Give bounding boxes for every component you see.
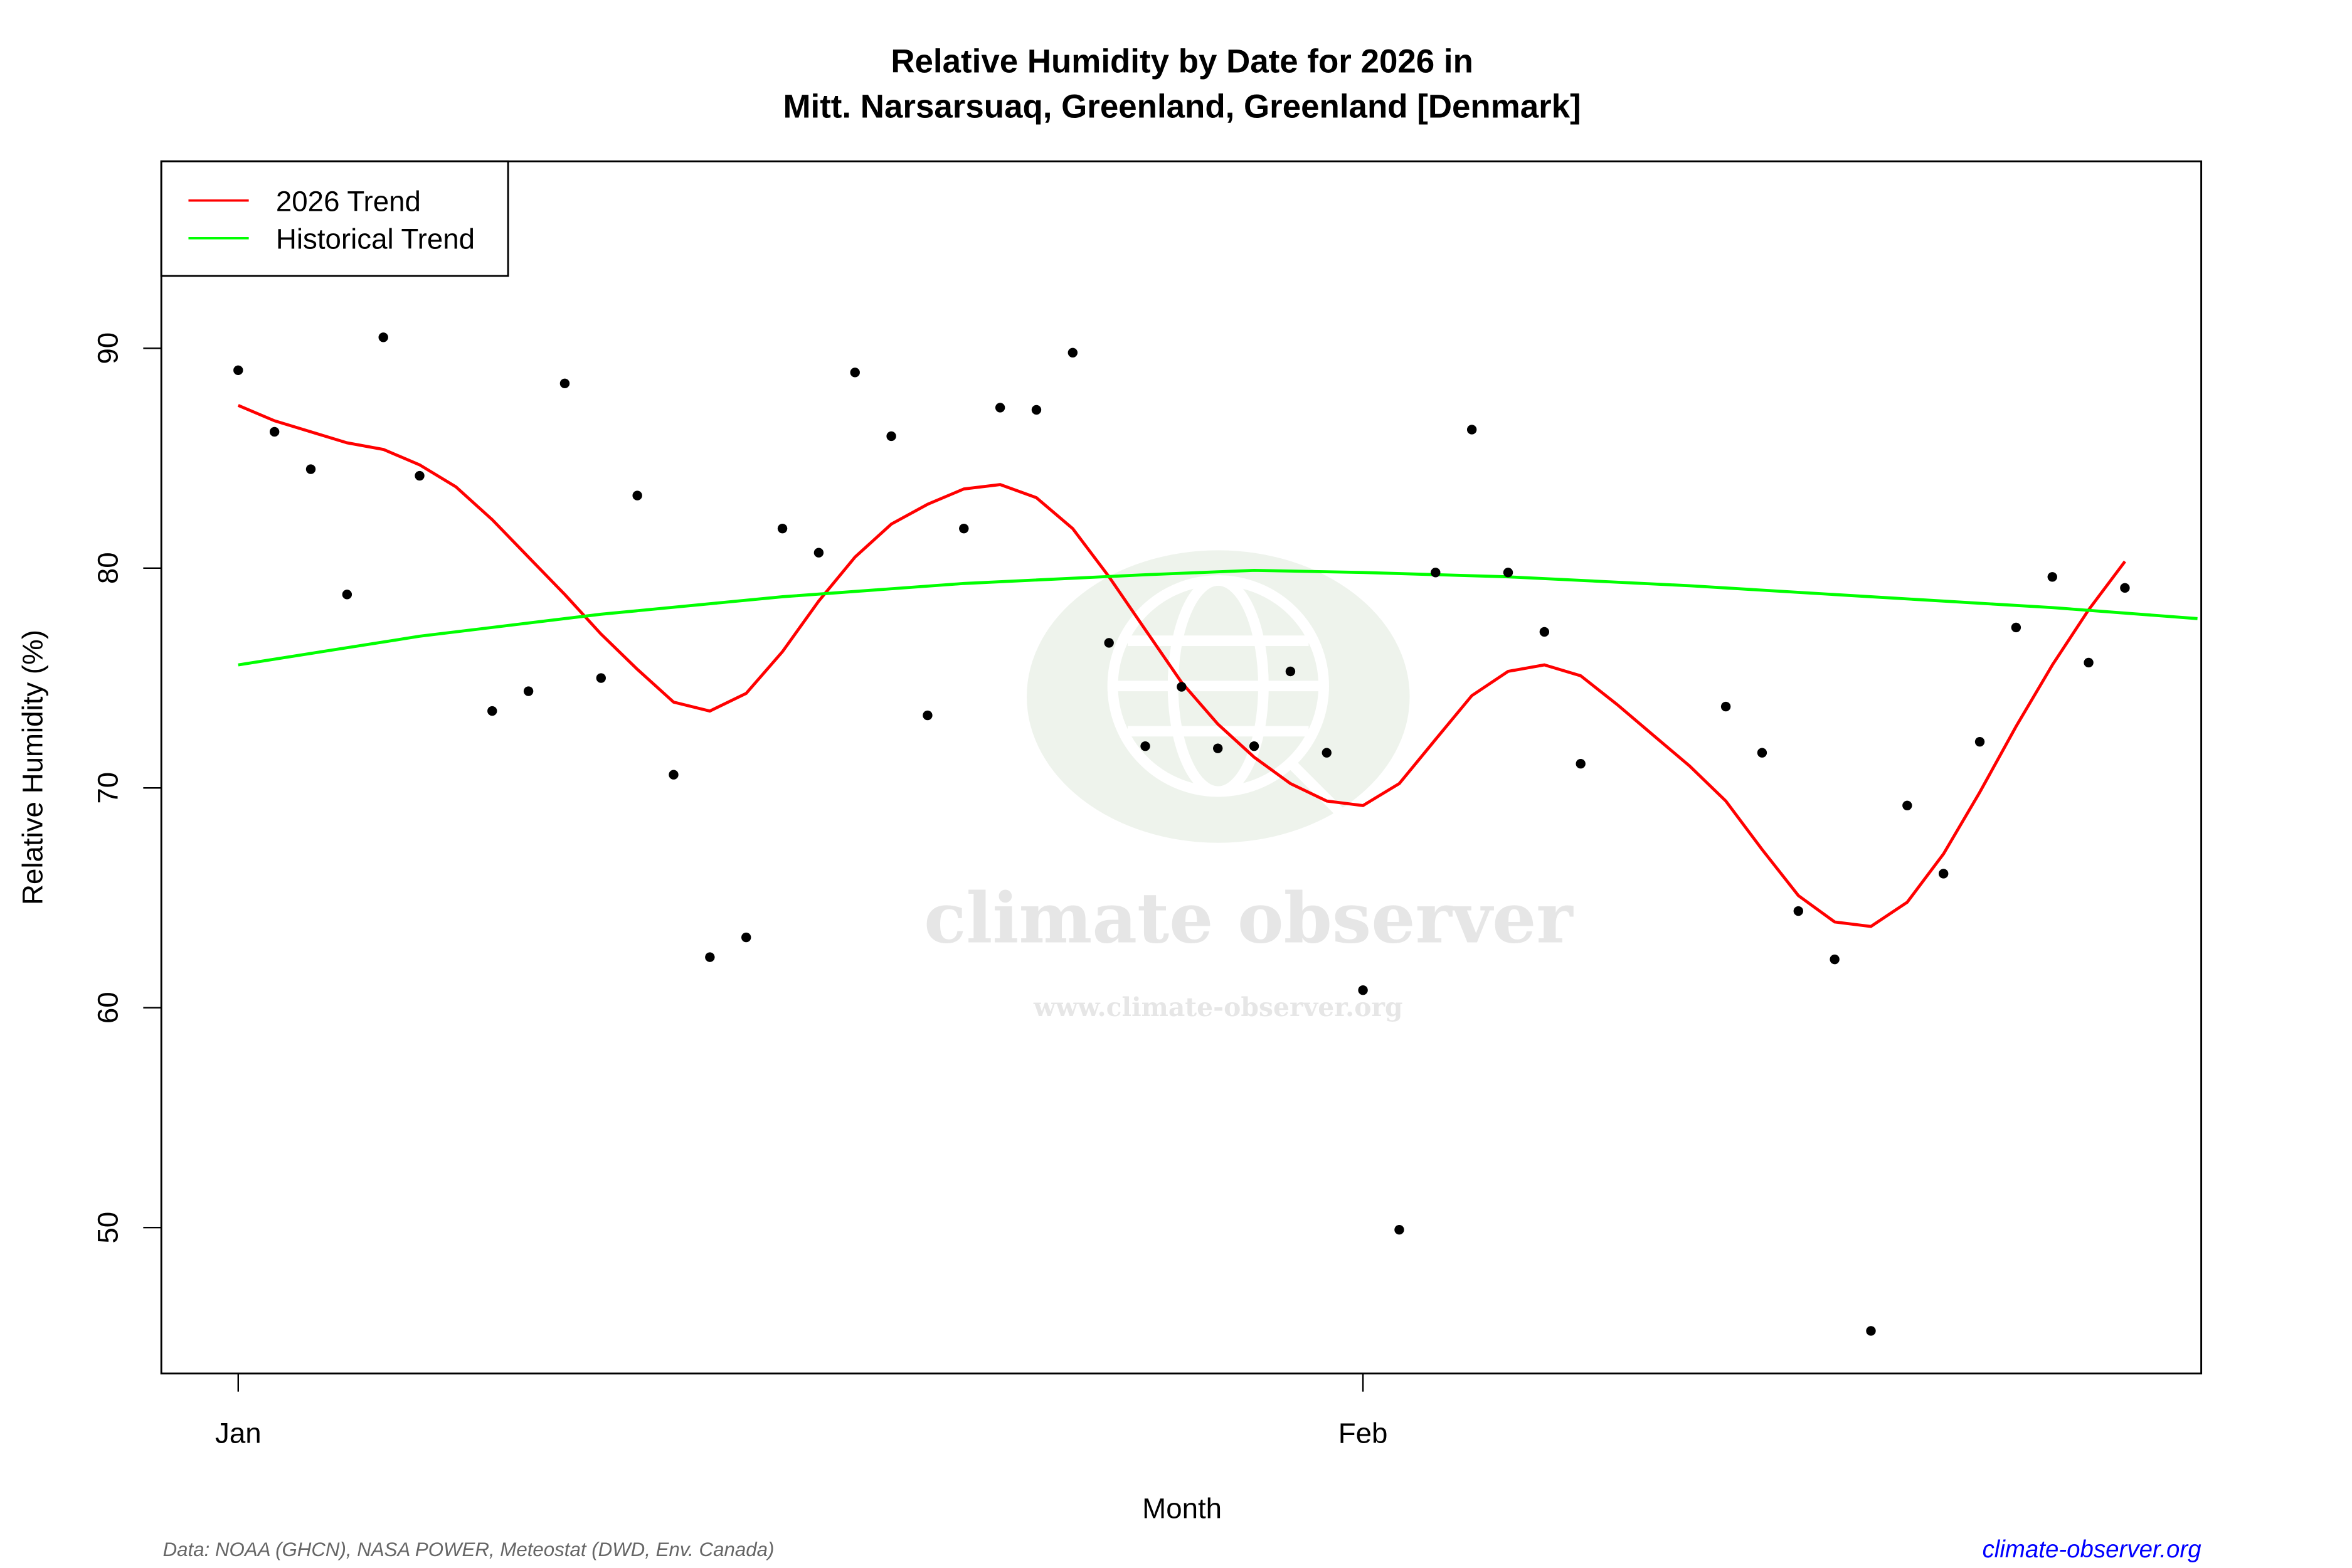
data-point	[1866, 1326, 1876, 1336]
data-point	[886, 431, 896, 442]
legend: 2026 Trend Historical Trend	[160, 160, 509, 277]
data-point	[1285, 666, 1296, 677]
x-tick-label: Feb	[1338, 1417, 1388, 1449]
data-point	[378, 332, 388, 342]
footer-source: Data: NOAA (GHCN), NASA POWER, Meteostat…	[163, 1539, 775, 1560]
x-axis: Jan Feb	[215, 1372, 1388, 1449]
data-point	[305, 464, 316, 474]
data-point	[1974, 736, 1985, 747]
data-point	[1177, 682, 1187, 692]
legend-label-historical: Historical Trend	[276, 223, 475, 255]
x-tick-label: Jan	[215, 1417, 262, 1449]
data-point	[596, 673, 606, 683]
data-point	[669, 770, 679, 780]
data-point	[995, 403, 1005, 413]
data-point	[632, 490, 642, 501]
data-point	[2084, 657, 2094, 668]
data-point	[1466, 425, 1477, 435]
legend-box	[160, 160, 509, 277]
x-axis-label: Month	[1142, 1493, 1222, 1525]
data-point	[1503, 568, 1513, 578]
data-point	[269, 426, 280, 437]
y-tick-label: 80	[92, 552, 124, 584]
watermark-brand: climate observer	[924, 877, 1574, 959]
watermark-magnifier-icon	[1107, 575, 1346, 818]
data-point	[1067, 347, 1078, 358]
y-tick-label: 90	[92, 332, 124, 364]
data-point	[2120, 583, 2130, 593]
data-point	[1358, 985, 1368, 995]
data-point	[1793, 906, 1803, 916]
data-point	[2011, 622, 2021, 633]
data-point	[1539, 627, 1550, 637]
data-point	[1322, 748, 1332, 758]
data-point	[487, 706, 497, 716]
data-point	[1394, 1225, 1404, 1235]
data-point	[233, 365, 243, 376]
watermark-url: www.climate-observer.org	[1033, 992, 1403, 1022]
data-point	[741, 932, 751, 943]
data-point	[705, 952, 715, 962]
data-point	[559, 378, 570, 389]
data-point	[342, 590, 352, 600]
data-point	[415, 470, 425, 481]
data-point	[959, 523, 969, 534]
footer-site-link[interactable]: climate-observer.org	[1983, 1536, 2202, 1563]
data-point	[813, 548, 824, 558]
watermark-globe-icon	[1027, 550, 1410, 843]
data-point	[777, 523, 788, 534]
data-point	[1031, 405, 1042, 415]
y-axis: 50 60 70 80 90	[92, 332, 162, 1244]
data-point	[1757, 748, 1767, 758]
data-point	[2047, 572, 2057, 582]
y-tick-label: 60	[92, 992, 124, 1024]
data-point	[923, 710, 933, 721]
data-point	[1576, 759, 1586, 769]
data-point	[1213, 743, 1223, 753]
data-point	[1938, 869, 1949, 879]
chart-title-line2: Mitt. Narsarsuaq, Greenland, Greenland […	[783, 88, 1581, 125]
data-point	[523, 686, 534, 696]
y-tick-label: 70	[92, 772, 124, 804]
legend-label-2026: 2026 Trend	[276, 186, 421, 218]
chart-title-line1: Relative Humidity by Date for 2026 in	[891, 43, 1473, 80]
points-layer	[233, 332, 2130, 1336]
data-point	[1249, 741, 1259, 751]
y-axis-label: Relative Humidity (%)	[16, 630, 48, 905]
data-point	[1902, 800, 1912, 810]
data-point	[1140, 741, 1150, 751]
data-point	[850, 368, 860, 378]
data-point	[1720, 701, 1731, 712]
watermark: climate observer www.climate-observer.or…	[924, 550, 1574, 1022]
data-point	[1830, 954, 1840, 965]
data-point	[1431, 568, 1441, 578]
data-point	[1104, 638, 1114, 648]
trend-line-historical	[238, 568, 2198, 667]
y-tick-label: 50	[92, 1212, 124, 1244]
